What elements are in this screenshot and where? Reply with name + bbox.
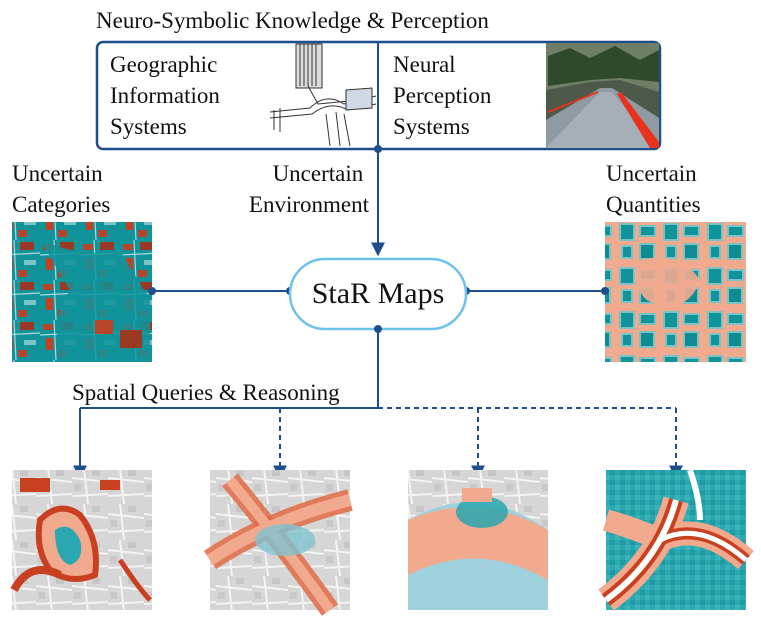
- gis-label: Geographic Information Systems: [110, 52, 226, 139]
- uncertain-environment-label: Uncertain Environment: [249, 161, 370, 217]
- uncertain-categories-label: Uncertain Categories: [12, 161, 110, 217]
- neural-label: Neural Perception Systems: [393, 52, 497, 139]
- query-result-map-1: [10, 470, 152, 610]
- query-result-map-2: [203, 470, 353, 616]
- uncertain-quantities-map: [605, 222, 746, 362]
- query-result-map-3: [408, 470, 548, 610]
- frame-connector-dot: [374, 145, 382, 153]
- top-title: Neuro-Symbolic Knowledge & Perception: [96, 8, 489, 33]
- star-maps-label: StaR Maps: [311, 277, 445, 310]
- query-result-map-4: [598, 469, 754, 611]
- road-intersection-map-icon: [269, 43, 377, 147]
- uncertain-quantities-label: Uncertain Quantities: [606, 161, 702, 217]
- left-connector-dot-start: [148, 287, 156, 295]
- uncertain-categories-map: [12, 222, 152, 362]
- spatial-queries-label: Spatial Queries & Reasoning: [72, 380, 340, 405]
- right-connector-dot-end: [601, 287, 609, 295]
- road-photo-icon: [546, 43, 659, 148]
